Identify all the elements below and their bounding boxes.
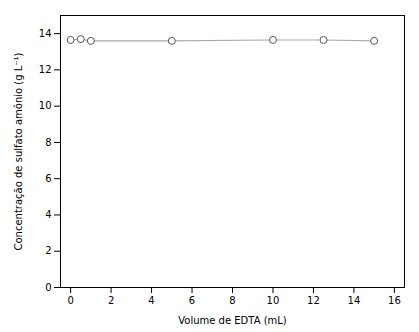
svg-text:10: 10	[267, 295, 280, 306]
svg-text:16: 16	[388, 295, 401, 306]
svg-text:14: 14	[39, 28, 52, 39]
svg-text:8: 8	[45, 137, 51, 148]
svg-text:10: 10	[39, 100, 52, 111]
svg-text:2: 2	[45, 245, 51, 256]
svg-text:4: 4	[148, 295, 154, 306]
svg-text:0: 0	[45, 282, 51, 293]
svg-text:12: 12	[307, 295, 320, 306]
svg-text:6: 6	[189, 295, 195, 306]
svg-text:14: 14	[348, 295, 361, 306]
svg-text:0: 0	[67, 295, 73, 306]
svg-text:6: 6	[45, 173, 51, 184]
svg-text:Volume de EDTA (mL): Volume de EDTA (mL)	[178, 315, 287, 326]
svg-text:8: 8	[229, 295, 235, 306]
svg-text:2: 2	[108, 295, 114, 306]
svg-text:Concentração de sulfato amônio: Concentração de sulfato amônio (g L⁻¹)	[13, 52, 24, 250]
svg-text:4: 4	[45, 209, 51, 220]
svg-text:12: 12	[39, 64, 52, 75]
